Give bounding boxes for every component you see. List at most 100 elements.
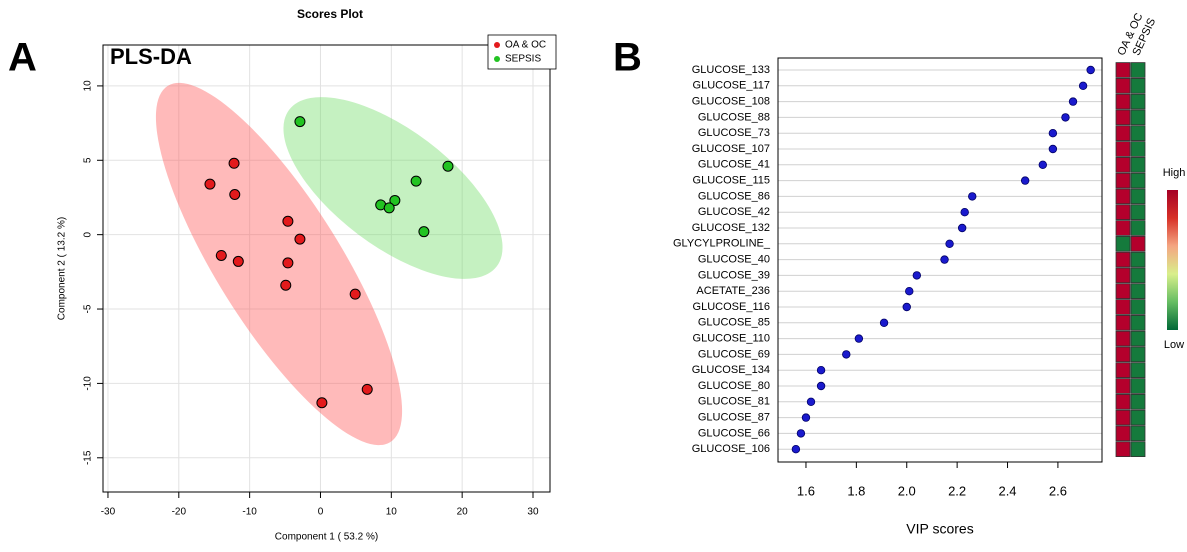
category-label: GLUCOSE_40 [698, 254, 770, 266]
dot [796, 429, 806, 438]
point [228, 157, 240, 169]
heatmap-cell [1115, 283, 1131, 299]
category-label: GLUCOSE_88 [698, 111, 770, 123]
heatmap-cell [1115, 93, 1131, 110]
point [280, 279, 292, 291]
category-label: GLYCYLPROLINE_ [673, 238, 771, 250]
dot [1061, 113, 1070, 122]
heatmap-cell [1115, 409, 1131, 426]
heatmap-cell [1130, 204, 1146, 221]
confidence-ellipses [155, 82, 503, 446]
category-label: GLUCOSE_66 [698, 427, 770, 439]
heatmap-cell [1115, 235, 1131, 252]
dot [816, 366, 826, 375]
heatmap-cell [1115, 220, 1131, 236]
point [232, 255, 244, 267]
dot [879, 318, 889, 327]
heatmap-cell [1130, 299, 1146, 315]
x-tick-label: 2.6 [1049, 483, 1067, 498]
dot [801, 413, 811, 422]
x-tick-label: 0 [318, 507, 324, 518]
ellipse-sepsis [283, 97, 503, 279]
y-tick-label: -15 [83, 450, 94, 465]
heatmap-cell [1115, 378, 1131, 394]
y-tick-label: -5 [83, 304, 94, 313]
category-label: GLUCOSE_115 [693, 175, 770, 187]
dot [902, 302, 911, 312]
y-tick-label: 0 [83, 231, 94, 237]
grid-layer [103, 45, 550, 492]
dot [912, 271, 922, 280]
heatmap-cell [1115, 204, 1131, 221]
legend-label: SEPSIS [505, 54, 541, 65]
heatmap-cell [1130, 441, 1146, 457]
dot [1068, 97, 1078, 106]
scale-label: Low [1164, 339, 1184, 351]
heatmap-cell [1115, 188, 1131, 205]
category-label: GLUCOSE_69 [698, 348, 770, 360]
heatmap-cell [1115, 425, 1131, 442]
dot [1086, 65, 1095, 75]
heatmap-cell [1130, 156, 1146, 173]
category-label: GLUCOSE_110 [693, 333, 770, 345]
heatmap-cell [1130, 109, 1146, 126]
x-tick-label: -30 [101, 507, 116, 518]
category-label: GLUCOSE_134 [692, 364, 770, 376]
heatmap-cell [1130, 78, 1146, 94]
heatmap-cell [1130, 409, 1146, 426]
x-tick-label: 2.2 [948, 483, 966, 498]
category-label: ACETATE_236 [696, 285, 770, 297]
heatmap-cell [1130, 62, 1146, 78]
heatmap-cell [1115, 299, 1131, 315]
heatmap-cell [1130, 314, 1146, 331]
dot [945, 239, 954, 248]
heatmap-cell [1130, 283, 1146, 299]
x-tick-label: 2.4 [998, 483, 1016, 498]
x-tick-label: 20 [457, 507, 469, 518]
heatmap-cell [1130, 93, 1146, 110]
y-tick-label: 10 [83, 80, 94, 92]
plot-frame [777, 57, 1103, 463]
heatmap-cell [1130, 172, 1146, 189]
heatmap-cell [1130, 267, 1146, 284]
heatmap-cell [1115, 441, 1131, 457]
legend-swatch [494, 42, 500, 48]
category-label: GLUCOSE_132 [692, 222, 770, 234]
x-tick-label: 10 [386, 507, 398, 518]
heatmap-cell [1130, 362, 1146, 378]
dot [854, 334, 864, 343]
category-label: GLUCOSE_42 [698, 206, 770, 218]
category-label: GLUCOSE_107 [692, 143, 770, 155]
scale-label: High [1163, 167, 1186, 179]
heatmap-cell [1115, 172, 1131, 189]
heatmap-cell [1130, 141, 1146, 157]
dot [1048, 144, 1058, 154]
y-tick-label: 5 [83, 157, 94, 163]
dot [960, 207, 969, 217]
y-tick-label: -10 [83, 376, 94, 391]
heatmap-cell [1130, 330, 1146, 347]
category-label: GLUCOSE_87 [698, 412, 770, 424]
dot [806, 397, 816, 406]
category-label: GLUCOSE_117 [693, 80, 770, 92]
heatmap-cell [1115, 141, 1131, 157]
panel-label: A [8, 36, 37, 80]
x-axis-label: VIP scores [906, 521, 973, 537]
heatmap-cell [1115, 125, 1131, 142]
heatmap-cell [1115, 156, 1131, 173]
category-label: GLUCOSE_86 [698, 190, 770, 202]
point [294, 233, 306, 245]
ellipse-oa-oc [155, 82, 403, 446]
category-label: GLUCOSE_106 [692, 443, 770, 455]
x-tick-label: 30 [527, 507, 539, 518]
dot [957, 223, 967, 233]
heatmap-cell [1115, 267, 1131, 284]
dot [842, 350, 851, 359]
dot [791, 445, 801, 454]
x-tick-label: -10 [242, 507, 257, 518]
legend-label: OA & OC [505, 40, 546, 51]
category-label: GLUCOSE_73 [698, 127, 770, 139]
heatmap-cell [1130, 235, 1146, 252]
chart-title: Scores Plot [297, 7, 363, 21]
